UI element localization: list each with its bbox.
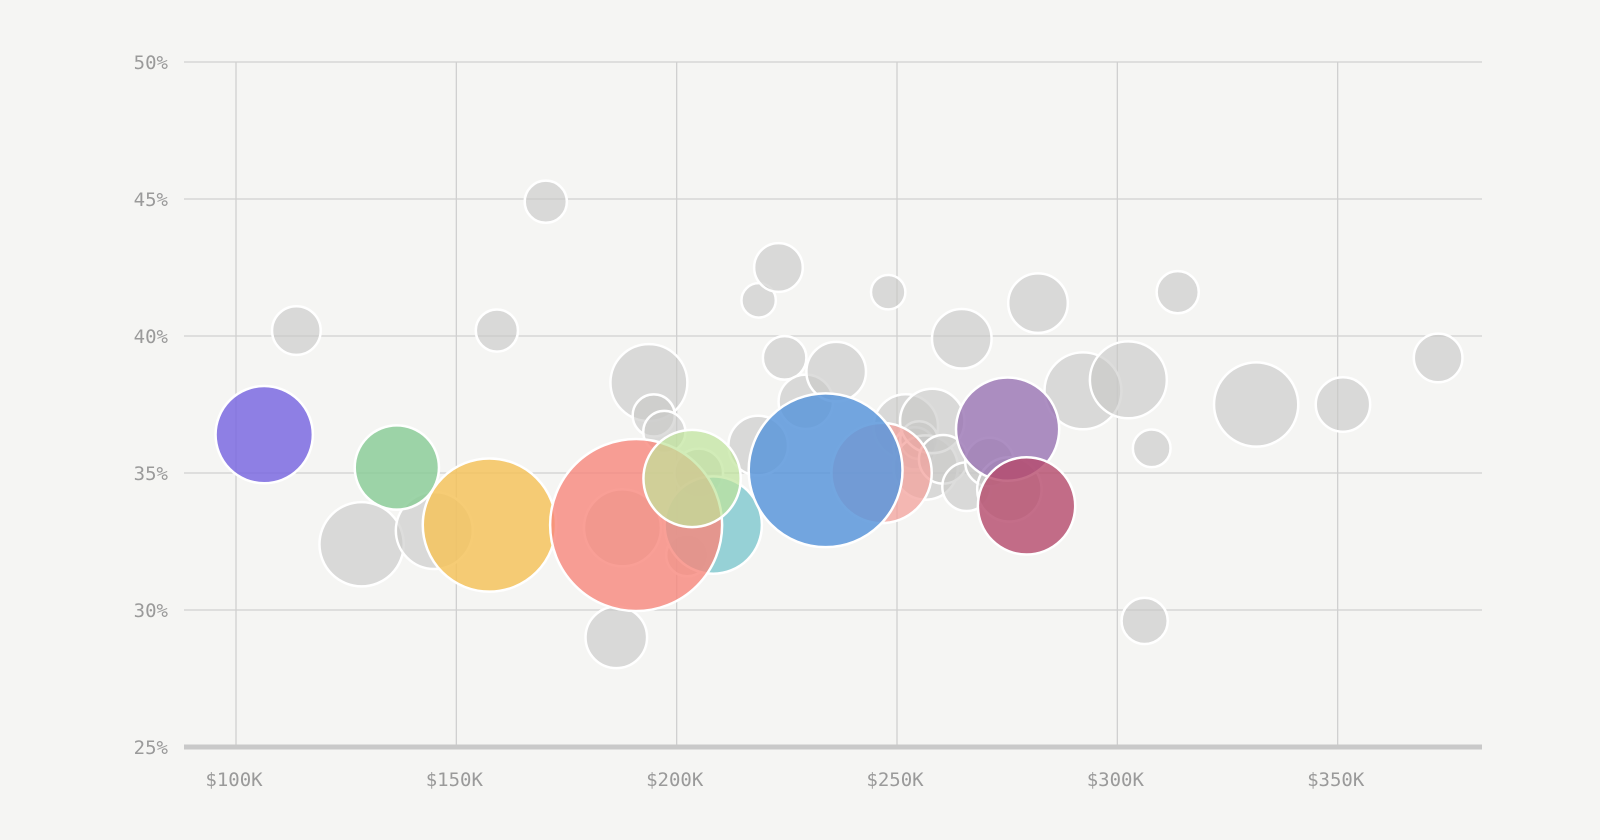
bubble-point [1212,361,1300,448]
x-tick-label: $300K [1087,769,1145,791]
bubble-point [584,605,649,670]
bubble-point [1088,340,1169,420]
bubble-green [353,424,441,511]
bubble-yellow [421,457,558,593]
y-tick-label: 35% [134,463,169,485]
bubble-point [930,307,993,370]
bubble-point [523,179,569,225]
bubble-purple [214,384,315,485]
bubble-point [1131,428,1172,469]
bubble-light-green [642,428,742,529]
y-tick-label: 45% [134,189,169,211]
y-tick-label: 50% [134,52,169,74]
bubble-point [805,340,868,403]
bubble-point [761,334,808,381]
tick-labels: 25% 30% 35% 40% 45% 50% $100K $150K $200K $250K $3… [134,52,1365,791]
x-tick-label: $350K [1307,769,1365,791]
bubble-point [318,500,405,588]
x-tick-label: $150K [426,769,484,791]
bubble-blue [747,392,904,549]
x-tick-label: $200K [646,769,704,791]
bubble-point [1412,332,1464,384]
bubble-point [752,241,805,294]
bubble-point [869,273,907,311]
y-tick-label: 40% [134,326,169,348]
bubble-point [474,308,520,353]
y-tick-label: 30% [134,600,169,622]
bubble-point [270,304,322,357]
y-tick-label: 25% [134,737,169,759]
bubble-point [1155,269,1201,315]
x-tick-label: $100K [205,769,263,791]
bubble-crimson [976,455,1077,556]
bubbles [214,179,1464,670]
bubble-point [1120,596,1169,646]
bubble-point [1006,272,1070,335]
bubble-point [1314,376,1372,433]
x-tick-label: $250K [866,769,924,791]
